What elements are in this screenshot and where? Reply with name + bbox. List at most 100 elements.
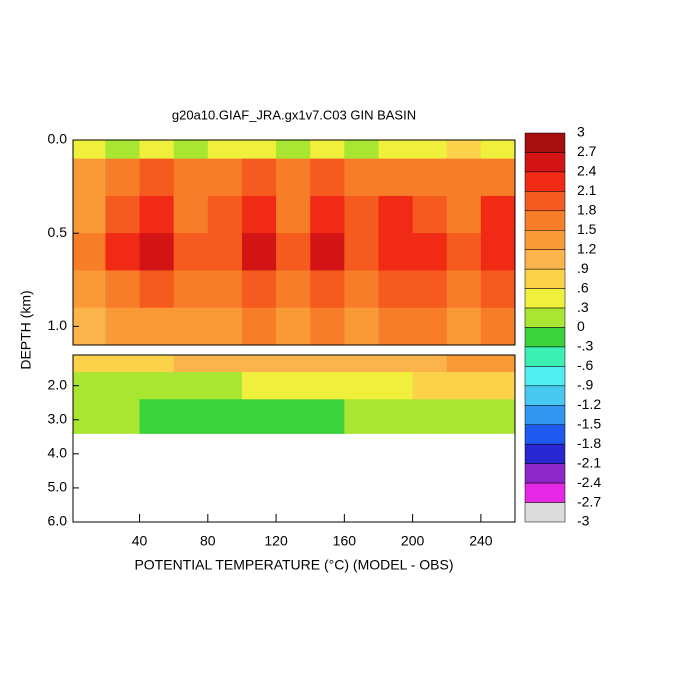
contour-cell [412,399,448,434]
contour-cell [173,270,209,309]
contour-cell [310,158,345,197]
contour-cell [446,158,482,197]
x-tick-label: 200 [401,533,425,549]
colorbar-label: -1.5 [577,415,601,431]
colorbar-label: -.3 [577,338,594,354]
contour-cell [310,270,345,309]
contour-cell [276,233,311,271]
y-tick-label: 3.0 [48,410,68,426]
y-tick-label: 5.0 [48,479,68,495]
contour-cell [310,140,345,160]
colorbar-swatch [524,191,566,212]
y-tick-label: 1.0 [48,317,68,333]
contour-cell [139,140,175,160]
contour-cell [241,140,277,160]
contour-cell [105,372,141,400]
colorbar-label: .6 [577,279,589,295]
contour-cell [480,372,516,400]
colorbar-label: .3 [577,299,589,315]
colorbar-label: -1.8 [577,435,601,451]
colorbar-label: -.6 [577,357,594,373]
colorbar-label: 2.7 [577,143,597,159]
contour-cell [207,355,243,373]
y-tick-label: 0.5 [48,224,68,240]
colorbar-swatch [524,230,566,250]
contour-cell [276,195,311,234]
colorbar-swatch [524,463,566,484]
contour-cell [139,355,175,373]
contour-cell [480,140,516,160]
contour-cell [139,195,175,234]
colorbar-label: -2.1 [577,454,601,470]
contour-cell [480,195,516,234]
contour-cell [276,399,311,434]
colorbar-swatch [524,502,566,523]
contour-cell [310,307,345,346]
contour-cell [412,233,448,271]
contour-cell [105,307,141,346]
colorbar-swatch [524,268,566,289]
contour-cell [73,140,106,160]
contour-cell [412,355,448,373]
contour-cell [276,270,311,309]
colorbar-swatch [524,424,566,445]
contour-cell [276,158,311,197]
contour-cell [276,372,311,400]
contour-cell [378,399,414,434]
colorbar-label: .9 [577,260,589,276]
contour-cell [276,140,311,160]
contour-cell [139,307,175,346]
colorbar-label: -1.2 [577,396,601,412]
contour-cell [105,233,141,271]
contour-cell [446,355,482,373]
contour-cell [207,399,243,434]
colorbar-label: -2.7 [577,493,601,509]
contour-cell [344,372,379,400]
contour-cell [378,307,414,346]
contour-cell [344,307,379,346]
contour-cell [73,270,106,309]
contour-cell [173,140,209,160]
contour-cell [207,372,243,400]
contour-cell [173,399,209,434]
contour-cell [446,270,482,309]
contour-cell [105,355,141,373]
contour-cell [446,372,482,400]
contour-cell [139,158,175,197]
contour-cell [412,307,448,346]
colorbar-label: 1.8 [577,202,597,218]
colorbar-label: 2.4 [577,163,597,179]
contour-cell [173,307,209,346]
colorbar-swatch [524,152,566,173]
contour-cell [378,372,414,400]
colorbar-swatch [524,132,566,153]
contour-cell [446,399,482,434]
contour-cell [105,270,141,309]
contour-cell [139,372,175,400]
colorbar-swatch [524,482,566,503]
contour-cell [73,355,106,373]
contour-cell [105,140,141,160]
contour-cell [446,195,482,234]
contour-cell [241,355,277,373]
colorbar-label: -.9 [577,377,594,393]
contour-cell [207,307,243,346]
contour-cell [241,307,277,346]
colorbar-swatch [524,171,566,192]
contour-cell [139,233,175,271]
contour-cell [105,158,141,197]
contour-cell [480,233,516,271]
colorbar-label: 0 [577,318,585,334]
contour-cell [480,355,516,373]
contour-cell [73,195,106,234]
x-tick-label: 160 [333,533,357,549]
colorbar-label: 2.1 [577,182,597,198]
colorbar-label: -2.4 [577,474,601,490]
contour-cell [207,233,243,271]
contour-cell [446,140,482,160]
contour-cell [105,195,141,234]
contour-cell [139,399,175,434]
x-tick-label: 120 [264,533,288,549]
colorbar-label: 1.5 [577,221,597,237]
colorbar-swatch [524,405,566,425]
